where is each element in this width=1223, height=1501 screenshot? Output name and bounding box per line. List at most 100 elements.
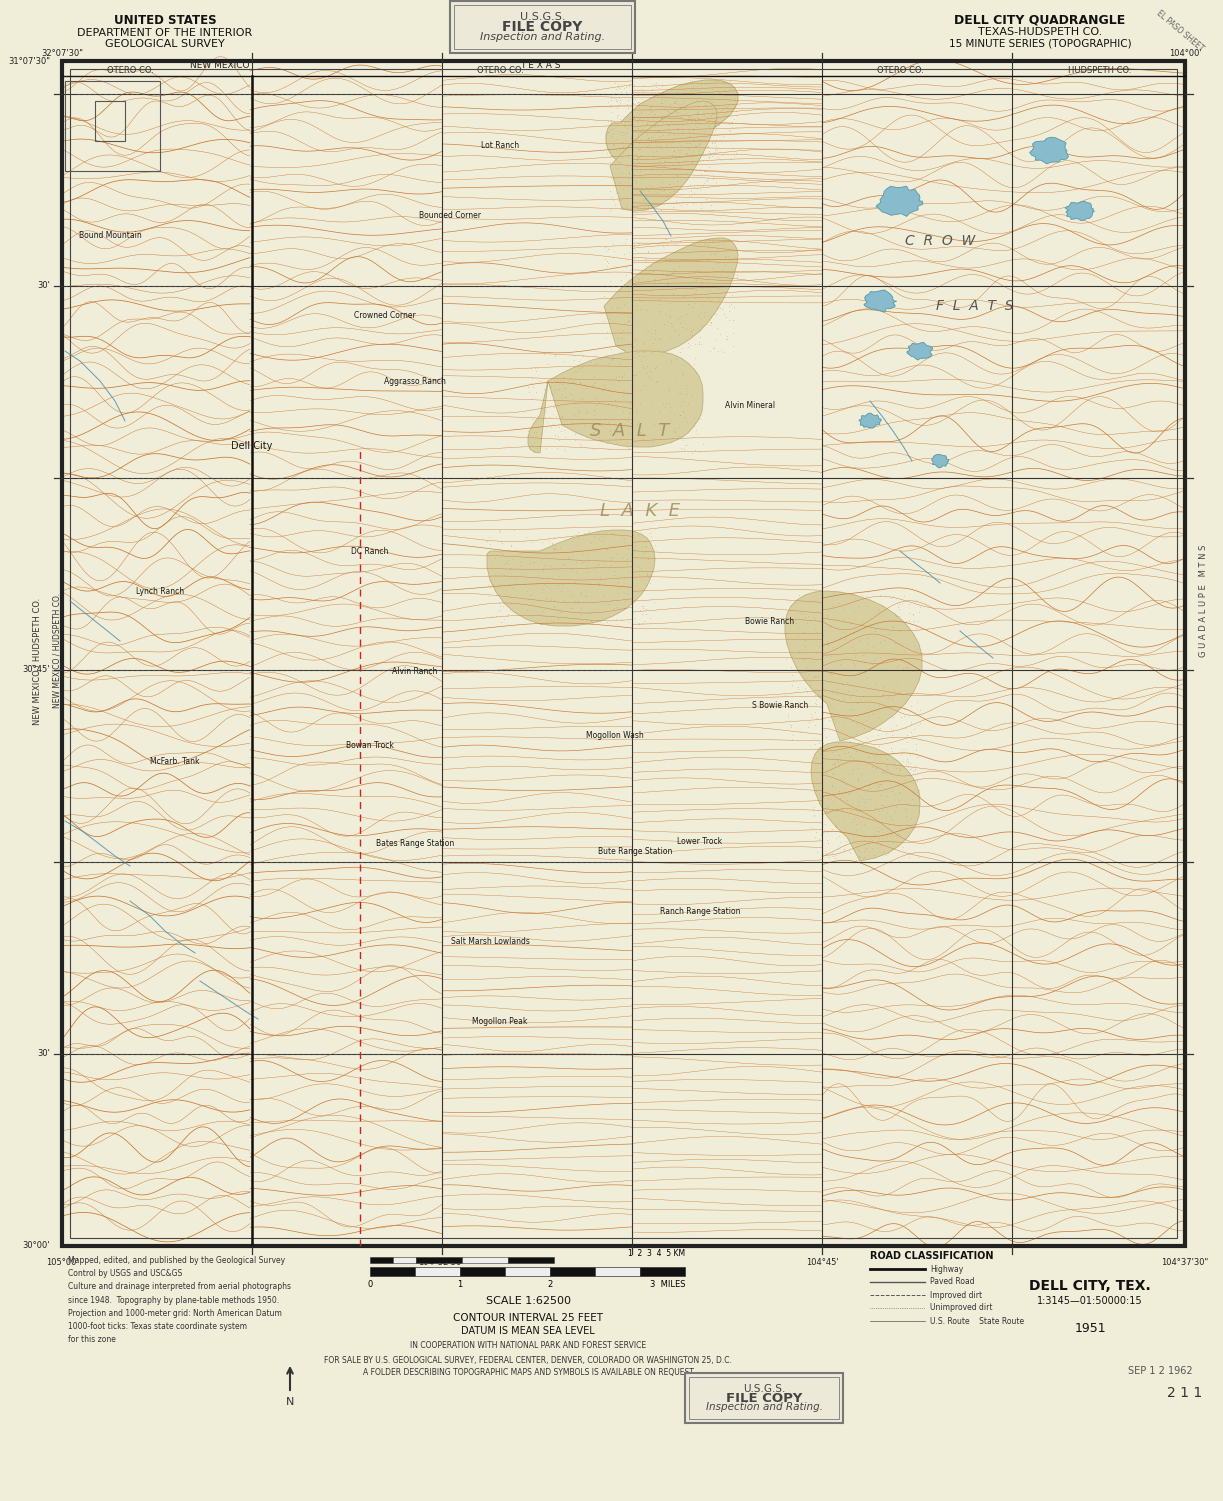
Point	[625, 524, 645, 548]
Point	[695, 303, 714, 327]
Point	[619, 143, 638, 167]
Point	[603, 168, 623, 192]
Point	[686, 281, 706, 305]
Point	[720, 77, 740, 101]
Point	[713, 233, 733, 257]
Point	[614, 122, 634, 146]
Point	[587, 552, 607, 576]
Point	[695, 122, 714, 146]
Point	[827, 608, 846, 632]
Point	[626, 129, 646, 153]
Point	[616, 542, 636, 566]
Point	[835, 833, 855, 857]
Point	[523, 549, 543, 573]
Point	[569, 398, 588, 422]
Point	[840, 684, 860, 708]
Point	[723, 81, 742, 105]
Point	[796, 666, 816, 690]
Point	[619, 162, 638, 186]
Point	[852, 734, 872, 758]
Point	[621, 135, 641, 159]
Point	[588, 521, 608, 545]
Point	[663, 257, 682, 281]
Point	[660, 266, 680, 290]
Point	[868, 775, 888, 799]
Point	[623, 137, 642, 161]
Point	[901, 720, 921, 744]
Point	[539, 405, 559, 429]
Point	[543, 536, 563, 560]
Point	[657, 227, 676, 251]
Point	[671, 437, 691, 461]
Point	[596, 246, 615, 270]
Point	[667, 189, 686, 213]
Point	[637, 113, 657, 137]
Point	[618, 282, 637, 306]
Point	[865, 744, 884, 769]
Point	[895, 639, 915, 663]
Point	[862, 836, 882, 860]
Point	[534, 572, 554, 596]
Point	[898, 750, 917, 775]
Point	[877, 761, 896, 785]
Point	[638, 132, 658, 156]
Polygon shape	[487, 530, 656, 626]
Point	[536, 575, 555, 599]
Point	[822, 775, 841, 799]
Point	[585, 371, 604, 395]
Point	[700, 275, 719, 299]
Point	[877, 826, 896, 850]
Text: Alvin Mineral: Alvin Mineral	[725, 401, 775, 410]
Point	[873, 683, 893, 707]
Point	[646, 267, 665, 291]
Point	[884, 750, 904, 775]
Point	[700, 86, 719, 110]
Point	[537, 569, 556, 593]
Point	[610, 192, 630, 216]
Point	[631, 348, 651, 372]
Point	[636, 362, 656, 386]
Point	[845, 587, 865, 611]
Point	[726, 99, 746, 123]
Point	[629, 93, 648, 117]
Point	[817, 605, 837, 629]
Point	[637, 122, 657, 146]
Point	[719, 299, 739, 323]
Point	[719, 294, 739, 318]
Point	[849, 791, 868, 815]
Point	[649, 326, 669, 350]
Point	[835, 741, 855, 766]
Point	[623, 569, 642, 593]
Point	[826, 752, 845, 776]
Point	[830, 633, 850, 657]
Point	[883, 704, 903, 728]
Point	[896, 681, 916, 705]
Point	[702, 198, 722, 222]
Point	[889, 596, 909, 620]
Point	[554, 377, 574, 401]
Point	[613, 326, 632, 350]
Point	[827, 747, 846, 772]
Point	[565, 422, 585, 446]
Point	[704, 327, 724, 351]
Point	[604, 254, 624, 278]
Point	[693, 143, 713, 167]
Point	[620, 392, 640, 416]
Point	[634, 542, 653, 566]
Point	[597, 342, 616, 366]
Point	[646, 138, 665, 162]
Point	[878, 743, 898, 767]
Point	[641, 563, 660, 587]
Point	[671, 303, 691, 327]
Point	[907, 781, 927, 805]
Point	[667, 149, 686, 173]
Point	[848, 767, 867, 791]
Point	[567, 572, 587, 596]
Point	[574, 407, 593, 431]
Point	[676, 192, 696, 216]
Point	[691, 300, 711, 324]
Point	[895, 609, 915, 633]
Point	[645, 273, 664, 297]
Text: F  L  A  T  S: F L A T S	[937, 299, 1014, 314]
Point	[911, 728, 931, 752]
